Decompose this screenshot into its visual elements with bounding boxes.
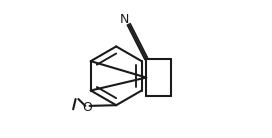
Text: N: N xyxy=(120,13,129,26)
Text: O: O xyxy=(83,101,92,114)
